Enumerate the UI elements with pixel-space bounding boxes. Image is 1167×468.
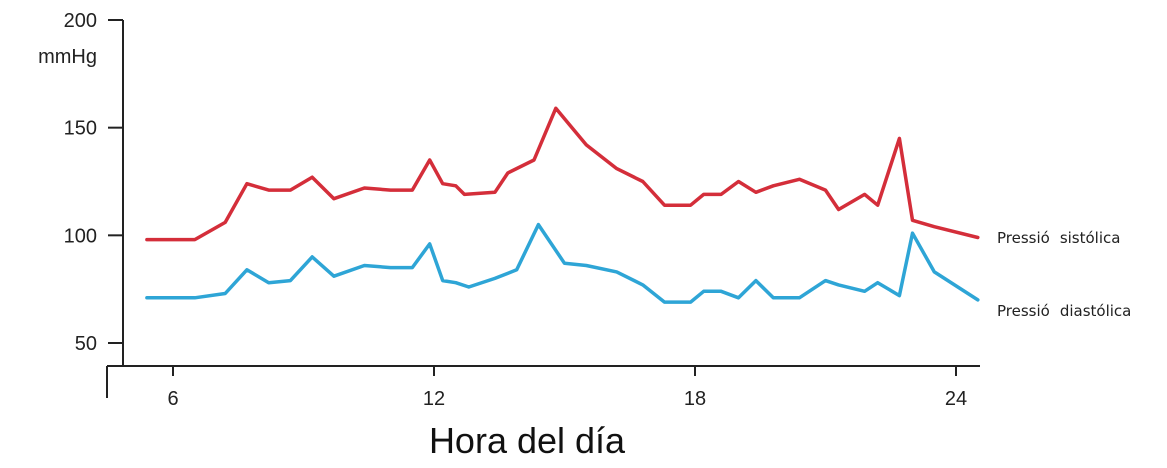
x-tick-label: 6 <box>167 388 178 410</box>
systolic-line <box>145 106 980 242</box>
y-ticks: 50 100 150 200 <box>64 10 123 355</box>
y-axis: 50 100 150 200 mmHg <box>38 10 124 366</box>
x-ticks: 6 12 18 24 <box>167 366 967 410</box>
y-axis-unit: mmHg <box>38 46 97 68</box>
y-tick-label: 50 <box>75 333 97 355</box>
diastolic-line <box>145 222 980 304</box>
diastolic-label: Pressió diastólica <box>997 302 1131 320</box>
series-labels: Pressió sistólica Pressió diastólica <box>997 229 1131 320</box>
y-tick-label: 100 <box>64 225 97 247</box>
y-tick-label: 150 <box>64 118 97 140</box>
x-tick-label: 24 <box>945 388 967 410</box>
x-tick-label: 12 <box>423 388 445 410</box>
x-axis: 6 12 18 24 Hora del día <box>106 365 980 461</box>
x-tick-label: 18 <box>684 388 706 410</box>
systolic-label: Pressió sistólica <box>997 229 1120 247</box>
x-axis-label: Hora del día <box>429 420 626 461</box>
series-layer <box>145 106 980 304</box>
y-tick-label: 200 <box>64 10 97 32</box>
